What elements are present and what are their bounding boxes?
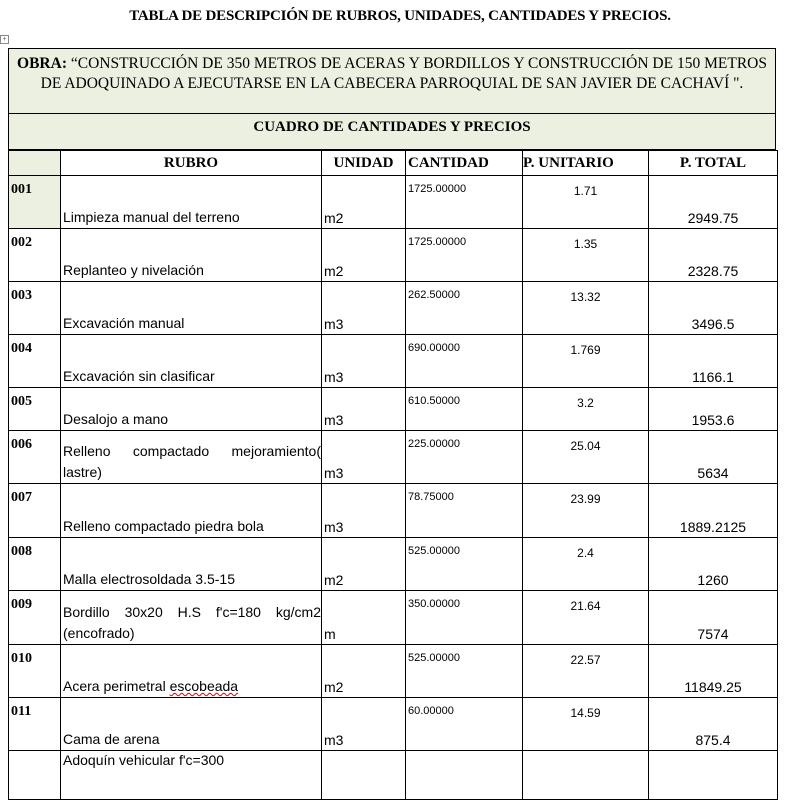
table-row: 001 Limpieza manual del terreno m2 1725.000… (8, 175, 778, 229)
row-cantidad[interactable]: 525.00000 (405, 537, 523, 591)
row-cantidad[interactable] (405, 750, 523, 800)
row-code[interactable]: 005 (8, 387, 61, 431)
row-code[interactable]: 010 (8, 644, 61, 698)
row-code[interactable]: 009 (8, 590, 61, 645)
row-p-unitario[interactable]: 2.4 (522, 537, 649, 591)
row-p-unitario[interactable]: 3.2 (522, 387, 649, 431)
row-cantidad[interactable]: 225.00000 (405, 430, 523, 484)
row-rubro[interactable]: Limpieza manual del terreno (60, 175, 322, 229)
row-unidad[interactable]: m3 (321, 281, 406, 335)
row-p-unitario[interactable]: 1.71 (522, 175, 649, 229)
row-p-unitario[interactable]: 1.35 (522, 228, 649, 282)
row-unidad[interactable]: m2 (321, 228, 406, 282)
spellcheck-mark: escobeada (169, 678, 239, 694)
table-row: 006 Relleno compactado mejoramiento( last… (8, 430, 778, 484)
row-cantidad[interactable]: 610.50000 (405, 387, 523, 431)
table-row: 004 Excavación sin clasificar m3 690.00000 1… (8, 334, 778, 388)
row-cantidad[interactable]: 525.00000 (405, 644, 523, 698)
row-rubro[interactable]: Excavación manual (60, 281, 322, 335)
row-cantidad[interactable]: 78.75000 (405, 483, 523, 538)
header-code (8, 150, 61, 176)
table-row: 009 Bordillo 30x20 H.S f'c=180 kg/cm2 (en… (8, 590, 778, 645)
row-unidad[interactable] (321, 750, 406, 800)
row-rubro[interactable]: Adoquín vehicular f'c=300 (60, 750, 322, 800)
row-rubro[interactable]: Desalojo a mano (60, 387, 322, 431)
table-row: 011 Cama de arena m3 60.00000 14.59 875.4 (8, 697, 778, 751)
row-p-total[interactable]: 11849.25 (648, 644, 778, 698)
row-cantidad[interactable]: 1725.00000 (405, 175, 523, 229)
table-heading: CUADRO DE CANTIDADES Y PRECIOS (8, 114, 776, 150)
table-row: 008 Malla electrosoldada 3.5-15 m2 525.0000… (8, 537, 778, 591)
row-p-total[interactable]: 875.4 (648, 697, 778, 751)
row-p-unitario[interactable]: 22.57 (522, 644, 649, 698)
header-p-unitario: P. UNITARIO (522, 150, 649, 176)
row-rubro[interactable]: Relleno compactado piedra bola (60, 483, 322, 538)
row-cantidad[interactable]: 1725.00000 (405, 228, 523, 282)
row-rubro[interactable]: Acera perimetral escobeada (60, 644, 322, 698)
table-header-row: RUBRO UNIDAD CANTIDAD P. UNITARIO P. TOT… (8, 150, 778, 176)
row-p-total[interactable]: 3496.5 (648, 281, 778, 335)
row-cantidad[interactable]: 262.50000 (405, 281, 523, 335)
row-code[interactable]: 004 (8, 334, 61, 388)
row-p-total[interactable]: 1166.1 (648, 334, 778, 388)
row-rubro[interactable]: Malla electrosoldada 3.5-15 (60, 537, 322, 591)
row-code[interactable]: 003 (8, 281, 61, 335)
row-rubro[interactable]: Bordillo 30x20 H.S f'c=180 kg/cm2 (encof… (60, 590, 322, 645)
header-rubro: RUBRO (60, 150, 322, 176)
row-unidad[interactable]: m (321, 590, 406, 645)
table-row: 003 Excavación manual m3 262.50000 13.32 3496… (8, 281, 778, 335)
row-unidad[interactable]: m3 (321, 430, 406, 484)
row-p-unitario[interactable]: 1.769 (522, 334, 649, 388)
row-rubro[interactable]: Cama de arena (60, 697, 322, 751)
table-row: Adoquín vehicular f'c=300 (8, 750, 778, 800)
row-cantidad[interactable]: 690.00000 (405, 334, 523, 388)
row-p-total[interactable]: 5634 (648, 430, 778, 484)
row-code[interactable]: 007 (8, 483, 61, 538)
table-row: 010 Acera perimetral escobeada m2 525.00000… (8, 644, 778, 698)
row-unidad[interactable]: m3 (321, 697, 406, 751)
obra-text: “CONSTRUCCIÓN DE 350 METROS DE ACERAS Y … (40, 55, 767, 92)
row-unidad[interactable]: m2 (321, 537, 406, 591)
row-cantidad[interactable]: 350.00000 (405, 590, 523, 645)
row-p-total[interactable]: 1889.2125 (648, 483, 778, 538)
row-rubro[interactable]: Excavación sin clasificar (60, 334, 322, 388)
header-cantidad: CANTIDAD (405, 150, 523, 176)
document-title: TABLA DE DESCRIPCIÓN DE RUBROS, UNIDADES… (129, 8, 671, 24)
table-row: 007 Relleno compactado piedra bola m3 78.75… (8, 483, 778, 538)
row-p-unitario[interactable] (522, 750, 649, 800)
row-unidad[interactable]: m2 (321, 644, 406, 698)
row-cantidad[interactable]: 60.00000 (405, 697, 523, 751)
row-p-unitario[interactable]: 21.64 (522, 590, 649, 645)
row-rubro[interactable]: Replanteo y nivelación (60, 228, 322, 282)
row-code[interactable]: 001 (8, 175, 61, 229)
row-p-total[interactable]: 2328.75 (648, 228, 778, 282)
row-p-unitario[interactable]: 23.99 (522, 483, 649, 538)
row-code[interactable]: 011 (8, 697, 61, 751)
header-p-total: P. TOTAL (648, 150, 778, 176)
row-unidad[interactable]: m3 (321, 334, 406, 388)
row-p-total[interactable]: 1953.6 (648, 387, 778, 431)
row-unidad[interactable]: m2 (321, 175, 406, 229)
row-p-unitario[interactable]: 13.32 (522, 281, 649, 335)
row-p-total[interactable]: 1260 (648, 537, 778, 591)
row-p-unitario[interactable]: 25.04 (522, 430, 649, 484)
header-unidad: UNIDAD (321, 150, 406, 176)
row-code[interactable]: 008 (8, 537, 61, 591)
row-code[interactable]: 002 (8, 228, 61, 282)
table-move-handle-icon[interactable]: + (0, 35, 9, 44)
price-table: RUBRO UNIDAD CANTIDAD P. UNITARIO P. TOT… (8, 150, 778, 800)
row-code[interactable]: 006 (8, 430, 61, 484)
row-p-total[interactable] (648, 750, 778, 800)
row-p-unitario[interactable]: 14.59 (522, 697, 649, 751)
row-p-total[interactable]: 7574 (648, 590, 778, 645)
row-unidad[interactable]: m3 (321, 483, 406, 538)
obra-label: OBRA: (17, 55, 67, 72)
row-code[interactable] (8, 750, 61, 800)
row-rubro[interactable]: Relleno compactado mejoramiento( lastre) (60, 430, 322, 484)
obra-description: OBRA: “CONSTRUCCIÓN DE 350 METROS DE ACE… (8, 48, 776, 114)
row-p-total[interactable]: 2949.75 (648, 175, 778, 229)
row-unidad[interactable]: m3 (321, 387, 406, 431)
table-row: 005 Desalojo a mano m3 610.50000 3.2 1953.6 (8, 387, 778, 431)
table-row: 002 Replanteo y nivelación m2 1725.00000 1.3… (8, 228, 778, 282)
